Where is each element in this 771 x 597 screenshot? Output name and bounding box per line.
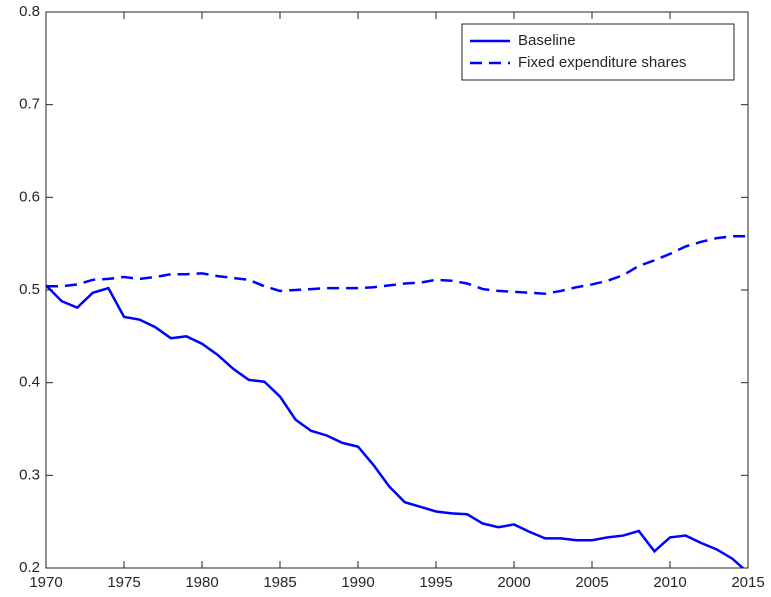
series-line bbox=[46, 235, 748, 295]
series-line bbox=[46, 284, 745, 568]
series-group bbox=[46, 235, 748, 568]
y-tick-label: 0.6 bbox=[19, 188, 40, 205]
x-tick-label: 1995 bbox=[419, 574, 452, 591]
y-tick-label: 0.5 bbox=[19, 281, 40, 298]
y-tick-label: 0.3 bbox=[19, 466, 40, 483]
x-tick-label: 2010 bbox=[653, 574, 686, 591]
x-tick-label: 1980 bbox=[185, 574, 218, 591]
plot-area bbox=[45, 11, 749, 569]
legend-label: Baseline bbox=[518, 32, 576, 49]
y-tick-label: 0.2 bbox=[19, 559, 40, 576]
y-tick-label: 0.4 bbox=[19, 374, 40, 391]
x-tick-label: 2015 bbox=[731, 574, 764, 591]
x-tick-label: 2005 bbox=[575, 574, 608, 591]
legend-label: Fixed expenditure shares bbox=[518, 54, 686, 71]
y-tick-label: 0.8 bbox=[19, 3, 40, 20]
x-tick-label: 1990 bbox=[341, 574, 374, 591]
legend-box bbox=[461, 23, 735, 81]
x-tick-label: 2000 bbox=[497, 574, 530, 591]
x-tick-label: 1970 bbox=[29, 574, 62, 591]
x-tick-label: 1985 bbox=[263, 574, 296, 591]
x-tick-label: 1975 bbox=[107, 574, 140, 591]
y-tick-label: 0.7 bbox=[19, 96, 40, 113]
